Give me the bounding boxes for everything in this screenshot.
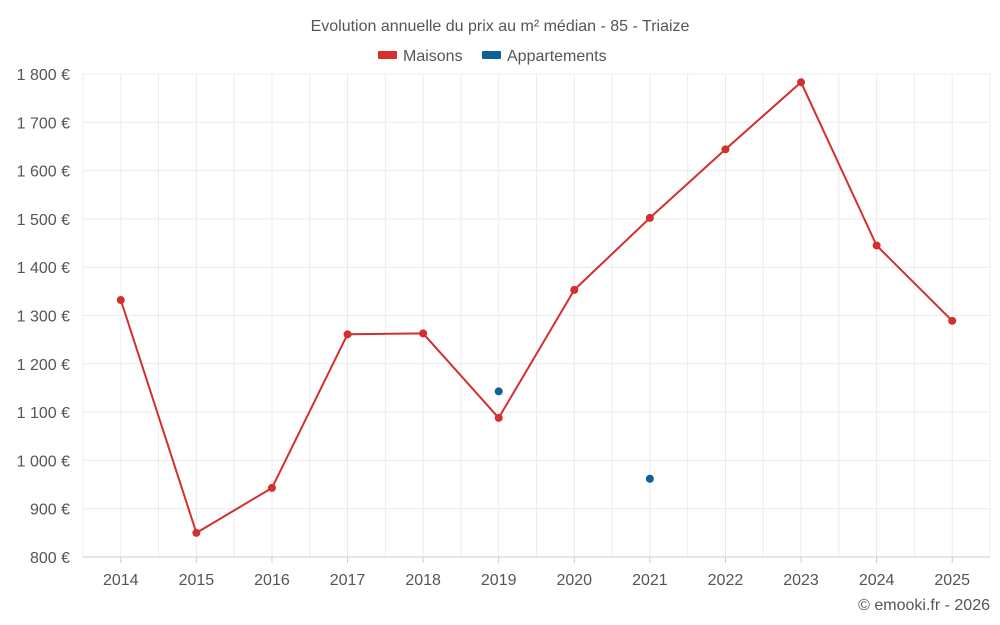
data-point-maisons[interactable] bbox=[116, 296, 125, 305]
series-line-maisons bbox=[119, 81, 953, 534]
legend-label-appartements: Appartements bbox=[507, 48, 607, 65]
data-point-appartements[interactable] bbox=[494, 387, 503, 396]
x-tick-label: 2020 bbox=[556, 572, 592, 589]
x-tick-label: 2022 bbox=[708, 572, 744, 589]
data-point-maisons[interactable] bbox=[645, 213, 654, 222]
grid bbox=[82, 73, 991, 557]
data-point-appartements[interactable] bbox=[645, 474, 654, 483]
data-point-maisons[interactable] bbox=[267, 483, 276, 492]
data-point-maisons[interactable] bbox=[419, 329, 428, 338]
data-point-maisons[interactable] bbox=[192, 528, 201, 537]
legend-item-maisons[interactable]: Maisons bbox=[378, 48, 463, 65]
x-tick-label: 2024 bbox=[859, 572, 895, 589]
y-tick-label: 1 300 € bbox=[17, 309, 70, 326]
x-tick-label: 2019 bbox=[481, 572, 517, 589]
legend-swatch-appartements bbox=[482, 51, 501, 59]
x-tick-label: 2015 bbox=[179, 572, 215, 589]
series-layer bbox=[116, 78, 957, 537]
legend-swatch-maisons bbox=[378, 51, 397, 59]
x-tick-label: 2021 bbox=[632, 572, 668, 589]
data-point-maisons[interactable] bbox=[872, 241, 881, 250]
y-tick-label: 900 € bbox=[30, 502, 70, 519]
chart-title: Evolution annuelle du prix au m² médian … bbox=[311, 18, 690, 35]
x-tick-label: 2016 bbox=[254, 572, 290, 589]
legend: Maisons Appartements bbox=[378, 48, 607, 65]
x-tick-label: 2023 bbox=[783, 572, 819, 589]
x-tick-label: 2014 bbox=[103, 572, 139, 589]
y-tick-label: 1 600 € bbox=[17, 164, 70, 181]
data-point-maisons[interactable] bbox=[343, 330, 352, 339]
x-tick-label: 2025 bbox=[934, 572, 970, 589]
y-tick-label: 1 500 € bbox=[17, 212, 70, 229]
data-point-maisons[interactable] bbox=[494, 413, 503, 422]
y-tick-label: 800 € bbox=[30, 550, 70, 567]
data-point-maisons[interactable] bbox=[797, 78, 806, 87]
y-tick-label: 1 200 € bbox=[17, 357, 70, 374]
x-tick-label: 2017 bbox=[330, 572, 366, 589]
legend-item-appartements[interactable]: Appartements bbox=[482, 48, 607, 65]
x-tick-label: 2018 bbox=[405, 572, 441, 589]
y-axis: 800 € 900 € 1 000 € 1 100 € 1 200 € 1 300 € 1 … bbox=[17, 67, 70, 567]
y-tick-label: 1 000 € bbox=[17, 453, 70, 470]
data-point-maisons[interactable] bbox=[948, 316, 957, 325]
y-tick-label: 1 100 € bbox=[17, 405, 70, 422]
y-tick-label: 1 400 € bbox=[17, 260, 70, 277]
x-axis: 2014 2015 2016 2017 2018 2019 2020 2021 2022 2023… bbox=[83, 556, 990, 589]
y-tick-label: 1 800 € bbox=[17, 67, 70, 84]
data-point-maisons[interactable] bbox=[570, 285, 579, 294]
legend-label-maisons: Maisons bbox=[403, 48, 463, 65]
data-point-maisons[interactable] bbox=[721, 145, 730, 154]
credit-text: © emooki.fr - 2026 bbox=[858, 597, 990, 614]
y-tick-label: 1 700 € bbox=[17, 115, 70, 132]
